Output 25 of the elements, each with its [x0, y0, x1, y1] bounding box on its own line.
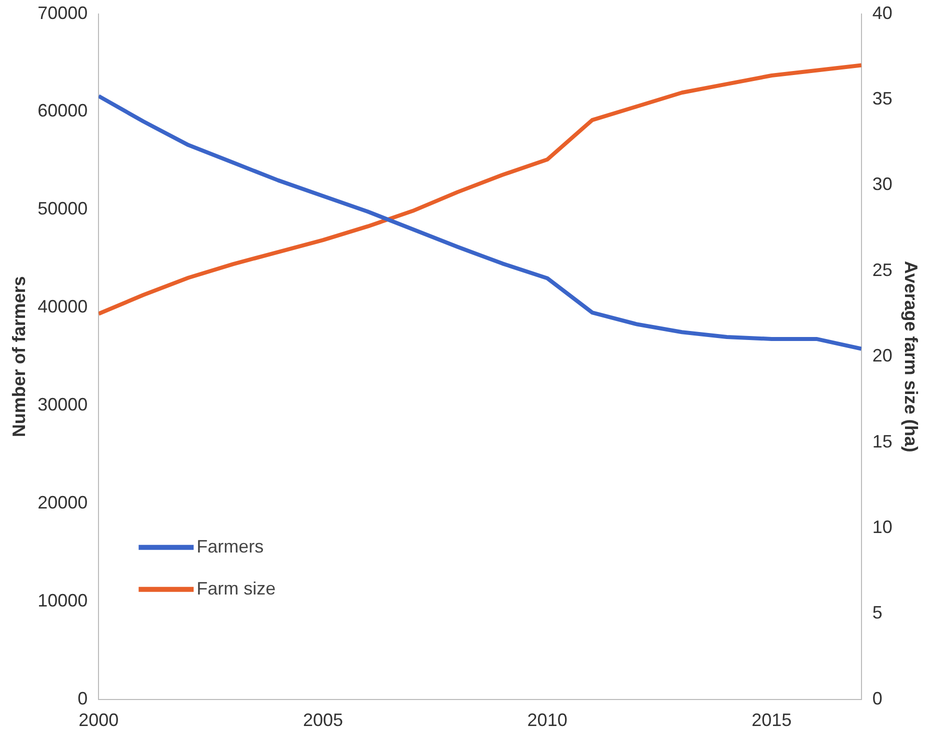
y2-tick-label: 40 — [872, 2, 892, 23]
y2-tick-label: 30 — [872, 174, 892, 194]
y2-tick-label: 35 — [872, 88, 892, 108]
y-tick-label: 10000 — [38, 590, 88, 610]
legend-label: Farm size — [196, 578, 276, 598]
y-tick-label: 70000 — [38, 2, 88, 23]
y2-tick-label: 0 — [872, 688, 882, 708]
y2-tick-label: 5 — [872, 602, 882, 623]
x-tick-label: 2010 — [527, 710, 568, 730]
legend-label: Farmers — [196, 536, 264, 556]
y2-tick-label: 20 — [872, 346, 892, 366]
y2-tick-label: 25 — [872, 260, 892, 280]
y-tick-label: 40000 — [38, 296, 88, 317]
y-tick-label: 30000 — [38, 394, 88, 415]
y2-tick-label: 15 — [872, 431, 892, 452]
y2-axis-title: Average farm size (ha) — [901, 260, 922, 452]
y-tick-label: 20000 — [38, 492, 88, 512]
x-tick-label: 2000 — [78, 710, 119, 730]
y-tick-label: 50000 — [38, 198, 88, 219]
x-tick-label: 2005 — [302, 710, 344, 730]
y-axis-title: Number of farmers — [8, 276, 29, 438]
y-tick-label: 0 — [78, 688, 88, 708]
y2-tick-label: 10 — [872, 516, 892, 537]
y-tick-label: 60000 — [38, 100, 88, 121]
x-tick-label: 2015 — [752, 710, 792, 730]
